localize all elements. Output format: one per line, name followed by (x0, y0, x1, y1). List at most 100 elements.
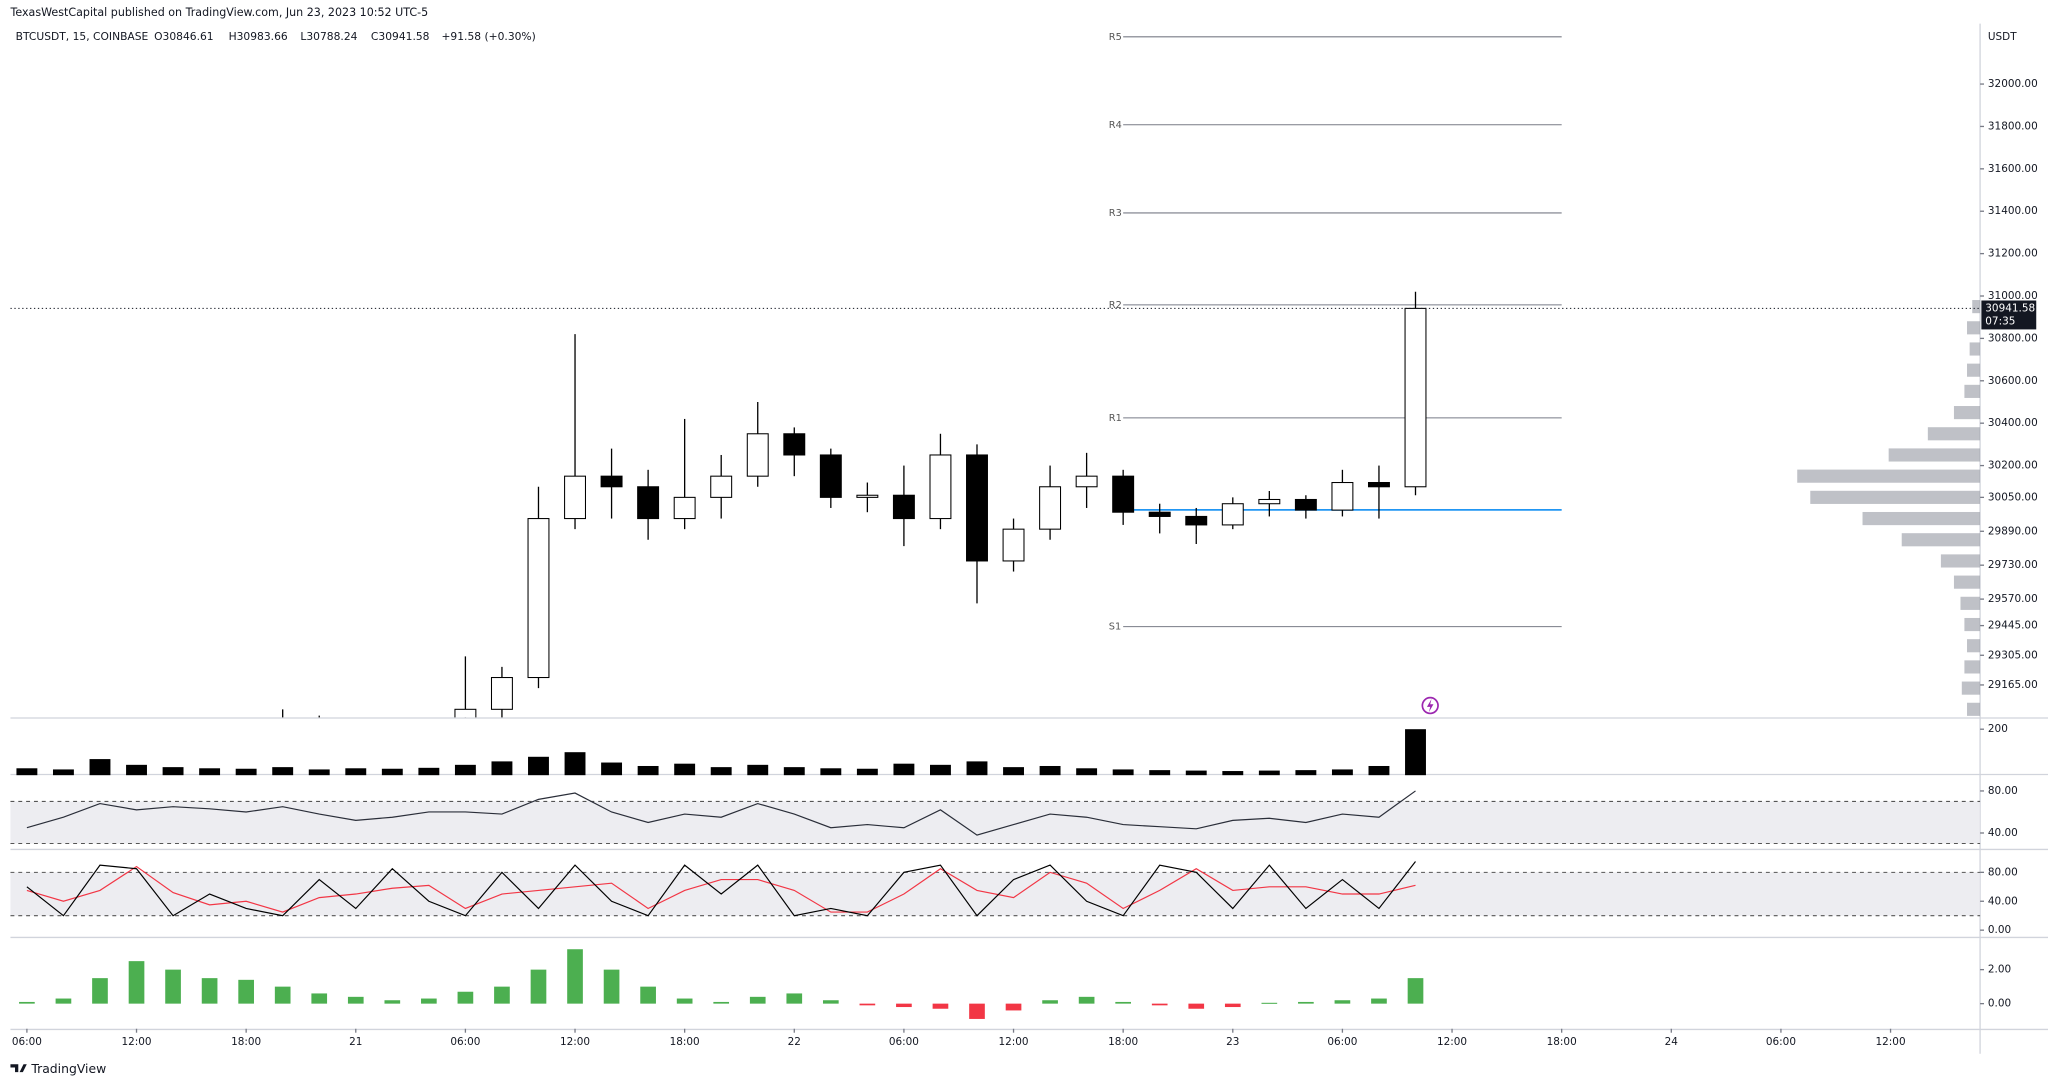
candle-body (1002, 528, 1025, 562)
macd-bar (128, 961, 145, 1004)
pivot-label: R4 (1109, 120, 1122, 131)
macd-bar (932, 1003, 949, 1009)
macd-bar (1042, 1000, 1058, 1004)
macd-bar (1151, 1003, 1168, 1006)
x-tick-label: 23 (1226, 1036, 1239, 1048)
volume-bar (747, 764, 769, 776)
volume-profile-bar (1901, 533, 1981, 547)
volume-bar (1076, 768, 1098, 776)
candle-body (892, 494, 915, 520)
volume-bar (930, 764, 951, 776)
macd-bar (822, 1000, 839, 1004)
volume-profile-bar (1862, 511, 1981, 526)
macd-bar (713, 1001, 730, 1004)
volume-bar (381, 768, 403, 776)
volume-profile-bar (1953, 406, 1981, 420)
volume-profile-bar (1964, 384, 1981, 398)
stoch-k-line (26, 861, 1416, 917)
x-tick-label: 18:00 (1108, 1036, 1138, 1048)
y-tick-label: 30800.00 (1988, 332, 2038, 344)
volume-bar (1368, 765, 1390, 776)
volume-bar (1185, 770, 1207, 776)
volume-bar (418, 767, 440, 776)
rsi-line (26, 790, 1416, 836)
low: L30788.24 (300, 30, 357, 43)
volume-bar (235, 768, 257, 776)
macd-bar (421, 998, 437, 1004)
x-tick-label: 12:00 (121, 1036, 151, 1048)
x-tick-label: 18:00 (1547, 1036, 1577, 1048)
volume-bar (1222, 771, 1244, 776)
currency: USDT (1988, 31, 2017, 43)
macd-bar (786, 993, 803, 1004)
candle-body (637, 486, 660, 520)
volume-profile-bar (1967, 363, 1981, 377)
volume-bar (564, 752, 586, 776)
macd-bar (530, 969, 547, 1004)
volume-bar (674, 763, 696, 776)
macd-bar (640, 986, 656, 1004)
volume-bar (308, 769, 330, 776)
candle-body (746, 433, 769, 477)
price-plot: R5 R4 R3 R2 R1 S1 (282, 32, 1981, 718)
candle-body (564, 475, 586, 520)
volume-bar (454, 764, 476, 776)
macd-bar (567, 949, 583, 1004)
symbol: BTCUSDT, 15, COINBASE (16, 30, 149, 43)
close: C30941.58 (371, 30, 430, 43)
candle-body (966, 454, 988, 562)
volume-profile-bar (1953, 575, 1981, 589)
countdown: 07:35 (1985, 316, 2015, 328)
macd-bar (1407, 978, 1424, 1004)
y-tick-label: 30600.00 (1988, 375, 2038, 387)
volume-bar (528, 756, 549, 776)
macd-bar (494, 986, 510, 1004)
y-tick-label: 32000.00 (1988, 78, 2038, 90)
candle-body (454, 708, 477, 718)
macd-bar (969, 1003, 985, 1019)
macd-bar (55, 998, 72, 1004)
tradingview-logo (10, 1064, 27, 1073)
candle-body (783, 433, 806, 456)
volume-bar (52, 769, 74, 776)
volume-profile-bar (1797, 469, 1981, 483)
volume-bar (601, 762, 623, 776)
pivot-label: R1 (1109, 413, 1122, 424)
y-tick-label: 29305.00 (1988, 649, 2038, 661)
x-tick-label: 22 (788, 1036, 801, 1048)
candle-body (1367, 482, 1390, 488)
candle-body (1039, 486, 1062, 530)
x-tick-label: 21 (349, 1036, 362, 1048)
macd-bar (1224, 1003, 1241, 1008)
y-tick-label: 80.00 (1988, 866, 2018, 878)
volume-bar (1295, 770, 1317, 776)
high: H30983.66 (229, 30, 288, 43)
volume-bar (1149, 770, 1171, 776)
macd-bar (1078, 996, 1095, 1004)
volume-bar (1331, 769, 1353, 776)
candle-body (673, 496, 696, 520)
x-tick-label: 06:00 (889, 1036, 919, 1048)
volume-profile-bar (1940, 554, 1981, 568)
x-tick-label: 24 (1665, 1036, 1679, 1048)
macd-bar (19, 1001, 35, 1004)
candle-body (1185, 515, 1208, 526)
band-fill (10, 801, 1981, 844)
macd-bar (1261, 1002, 1278, 1004)
x-tick-label: 12:00 (1437, 1036, 1467, 1048)
candle-body (600, 475, 623, 488)
x-tick-label: 18:00 (231, 1036, 261, 1048)
x-tick-label: 12:00 (1876, 1036, 1906, 1048)
volume-bar (637, 765, 659, 776)
macd-bar (603, 969, 620, 1004)
candle-body (1294, 498, 1317, 511)
macd-bar (676, 998, 693, 1004)
volume-bar (1003, 767, 1024, 776)
macd-bar (1371, 998, 1387, 1004)
y-tick-label: 29445.00 (1988, 620, 2038, 632)
volume-bar (820, 768, 842, 776)
macd-bar (92, 978, 108, 1004)
open: O30846.61 (154, 30, 213, 43)
macd-bar (1298, 1001, 1314, 1004)
candle-body (929, 454, 952, 520)
